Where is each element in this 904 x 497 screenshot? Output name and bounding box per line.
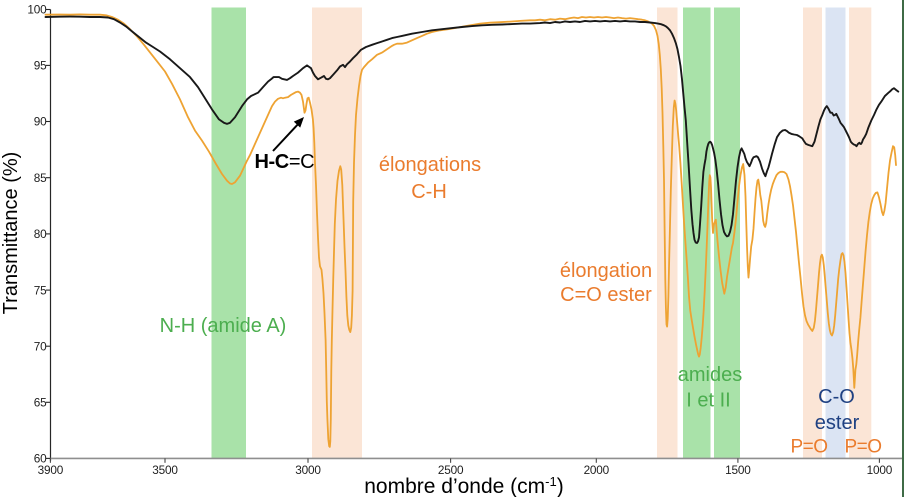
svg-text:2000: 2000: [584, 463, 610, 477]
svg-text:élongation: élongation: [560, 260, 652, 282]
svg-text:H-C=C: H-C=C: [255, 151, 315, 173]
svg-text:100: 100: [27, 3, 47, 17]
svg-text:85: 85: [34, 171, 47, 185]
svg-text:C-O: C-O: [818, 386, 855, 408]
svg-text:nombre d’onde (cm-1): nombre d’onde (cm-1): [364, 474, 563, 497]
svg-text:P=O: P=O: [790, 437, 827, 458]
svg-text:C-H: C-H: [411, 181, 447, 203]
svg-text:I et II: I et II: [686, 390, 730, 412]
svg-text:2500: 2500: [438, 463, 464, 477]
svg-text:90: 90: [34, 115, 47, 129]
svg-text:80: 80: [34, 227, 47, 241]
svg-text:70: 70: [34, 339, 47, 353]
svg-text:ester: ester: [815, 412, 860, 434]
svg-text:3000: 3000: [295, 463, 321, 477]
svg-text:amides: amides: [678, 364, 742, 386]
svg-text:95: 95: [34, 59, 47, 73]
svg-text:75: 75: [34, 283, 47, 297]
svg-text:N-H (amide A): N-H (amide A): [160, 315, 287, 337]
svg-text:1500: 1500: [725, 463, 751, 477]
svg-text:Transmittance (%): Transmittance (%): [0, 152, 22, 315]
svg-text:3500: 3500: [152, 463, 178, 477]
svg-text:P=O: P=O: [844, 437, 881, 458]
svg-text:65: 65: [34, 396, 47, 410]
svg-text:élongations: élongations: [379, 154, 481, 176]
svg-text:1000: 1000: [867, 463, 893, 477]
svg-text:C=O ester: C=O ester: [560, 284, 652, 306]
svg-text:3900: 3900: [38, 463, 64, 477]
svg-text:60: 60: [34, 452, 47, 466]
